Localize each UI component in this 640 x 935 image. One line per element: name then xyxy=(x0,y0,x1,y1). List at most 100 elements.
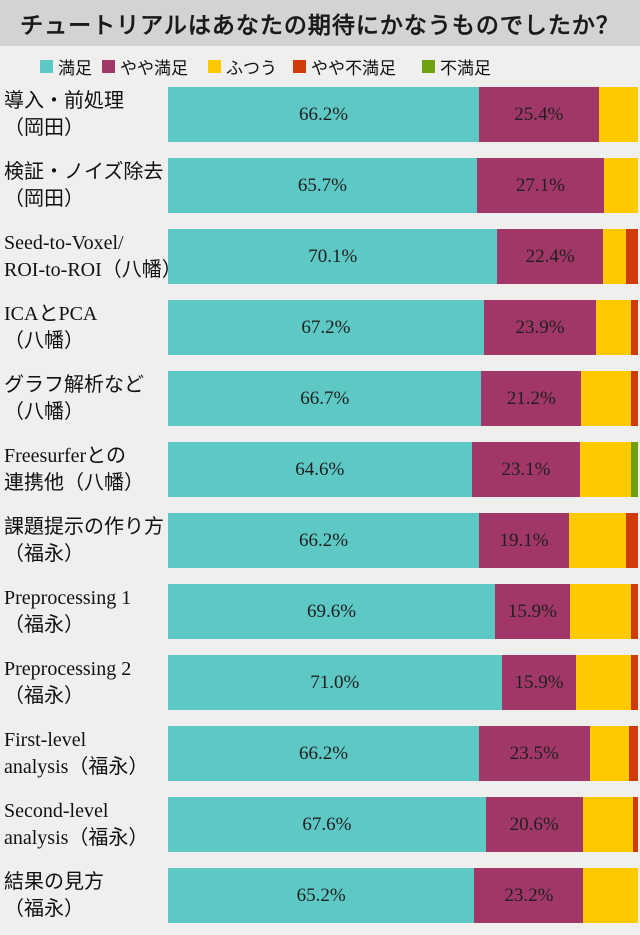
legend-swatch-neutral xyxy=(208,59,221,73)
stacked-bar: 66.7% 21.2% xyxy=(168,371,638,426)
row-label-line: First-level xyxy=(4,728,87,751)
segment-satisfied: 64.6% xyxy=(168,442,472,497)
segment-value-label: 65.2% xyxy=(296,884,346,906)
stacked-bar: 65.2% 23.2% xyxy=(168,868,638,923)
legend-label-neutral: ふつう xyxy=(226,58,277,78)
row-label: グラフ解析など （八幡） xyxy=(0,371,168,426)
segment-value-label: 21.2% xyxy=(506,387,556,409)
chart-row: Preprocessing 1 （福永） 69.6% 15.9% xyxy=(0,584,640,639)
segment-somewhat-satisfied: 23.5% xyxy=(479,726,590,781)
row-label: Freesurferとの 連携他（八幡） xyxy=(0,442,168,497)
segment-satisfied: 67.2% xyxy=(168,300,484,355)
stacked-bar-chart: 導入・前処理 （岡田） 66.2% 25.4% 検証・ノイズ除去 （岡田） 65.7% 27.… xyxy=(0,87,640,923)
segment-somewhat-dissatisfied xyxy=(633,797,638,852)
stacked-bar: 67.2% 23.9% xyxy=(168,300,638,355)
row-label-line: （岡田） xyxy=(4,187,84,210)
segment-value-label: 25.4% xyxy=(514,103,564,125)
segment-value-label: 66.2% xyxy=(299,742,349,764)
stacked-bar: 66.2% 23.5% xyxy=(168,726,638,781)
row-label-line: （福永） xyxy=(4,684,84,707)
segment-neutral xyxy=(576,655,631,710)
legend-item-somewhat-satisfied: やや満足 xyxy=(102,54,188,79)
segment-somewhat-dissatisfied xyxy=(626,513,638,568)
row-label-line: ROI-to-ROI（八幡） xyxy=(4,258,168,281)
legend-item-neutral: ふつう xyxy=(208,54,277,79)
chart-row: 検証・ノイズ除去 （岡田） 65.7% 27.1% xyxy=(0,158,640,213)
chart-title-band: チュートリアルはあなたの期待にかなうものでしたか？ xyxy=(0,0,640,46)
row-label-line: Second-level xyxy=(4,799,109,822)
chart-row: 結果の見方 （福永） 65.2% 23.2% xyxy=(0,868,640,923)
chart-legend: 満足 やや満足 ふつう やや不満足 不満足 xyxy=(40,54,640,79)
chart-row: Preprocessing 2 （福永） 71.0% 15.9% xyxy=(0,655,640,710)
segment-value-label: 23.2% xyxy=(504,884,554,906)
row-label: 課題提示の作り方 （福永） xyxy=(0,513,168,568)
segment-neutral xyxy=(602,229,627,284)
segment-somewhat-dissatisfied xyxy=(630,655,638,710)
segment-value-label: 23.1% xyxy=(501,458,551,480)
segment-dissatisfied xyxy=(630,442,638,497)
segment-somewhat-dissatisfied xyxy=(628,726,638,781)
row-label-line: Preprocessing 2 xyxy=(4,657,132,680)
segment-value-label: 65.7% xyxy=(297,174,347,196)
row-label-line: 導入・前処理 xyxy=(4,89,124,112)
segment-somewhat-satisfied: 23.2% xyxy=(474,868,584,923)
segment-somewhat-satisfied: 19.1% xyxy=(479,513,569,568)
row-label-line: Preprocessing 1 xyxy=(4,586,132,609)
segment-somewhat-satisfied: 15.9% xyxy=(501,655,577,710)
stacked-bar: 66.2% 25.4% xyxy=(168,87,638,142)
segment-satisfied: 66.7% xyxy=(168,371,482,426)
row-label-line: 結果の見方 xyxy=(4,870,104,893)
legend-item-satisfied: 満足 xyxy=(40,54,92,79)
legend-swatch-dissatisfied xyxy=(422,59,435,73)
row-label-line: （福永） xyxy=(4,613,84,636)
row-label-line: （福永） xyxy=(4,897,84,920)
row-label-line: 連携他（八幡） xyxy=(4,471,144,494)
row-label-line: （福永） xyxy=(4,542,84,565)
segment-somewhat-satisfied: 23.9% xyxy=(483,300,597,355)
segment-neutral xyxy=(598,87,638,142)
segment-somewhat-dissatisfied xyxy=(630,584,638,639)
segment-satisfied: 70.1% xyxy=(168,229,498,284)
row-label: 検証・ノイズ除去 （岡田） xyxy=(0,158,168,213)
row-label-line: （岡田） xyxy=(4,116,84,139)
chart-row: グラフ解析など （八幡） 66.7% 21.2% xyxy=(0,371,640,426)
row-label-line: Freesurferとの xyxy=(4,444,126,467)
segment-neutral xyxy=(568,513,627,568)
segment-satisfied: 66.2% xyxy=(168,513,480,568)
row-label-line: ICAとPCA xyxy=(4,302,98,325)
segment-neutral xyxy=(580,442,631,497)
row-label: 導入・前処理 （岡田） xyxy=(0,87,168,142)
segment-somewhat-dissatisfied xyxy=(626,229,638,284)
row-label-line: analysis（福永） xyxy=(4,826,149,849)
segment-satisfied: 65.2% xyxy=(168,868,475,923)
row-label-line: Seed-to-Voxel/ xyxy=(4,231,124,254)
segment-neutral xyxy=(583,868,638,923)
row-label-line: グラフ解析など xyxy=(4,373,144,396)
stacked-bar: 69.6% 15.9% xyxy=(168,584,638,639)
segment-value-label: 15.9% xyxy=(507,600,557,622)
chart-row: Seed-to-Voxel/ROI-to-ROI（八幡） 70.1% 22.4% xyxy=(0,229,640,284)
segment-value-label: 23.5% xyxy=(509,742,559,764)
segment-somewhat-satisfied: 20.6% xyxy=(485,797,583,852)
row-label-line: 検証・ノイズ除去 xyxy=(4,160,164,183)
chart-row: Freesurferとの 連携他（八幡） 64.6% 23.1% xyxy=(0,442,640,497)
segment-value-label: 70.1% xyxy=(308,245,358,267)
stacked-bar: 71.0% 15.9% xyxy=(168,655,638,710)
segment-somewhat-satisfied: 22.4% xyxy=(497,229,603,284)
segment-somewhat-satisfied: 23.1% xyxy=(471,442,581,497)
segment-value-label: 67.2% xyxy=(301,316,351,338)
legend-label-satisfied: 満足 xyxy=(58,58,92,78)
segment-neutral xyxy=(569,584,631,639)
row-label: Preprocessing 1 （福永） xyxy=(0,584,168,639)
row-label: Preprocessing 2 （福永） xyxy=(0,655,168,710)
row-label-line: （八幡） xyxy=(4,329,84,352)
row-label-line: analysis（福永） xyxy=(4,755,149,778)
chart-row: 導入・前処理 （岡田） 66.2% 25.4% xyxy=(0,87,640,142)
stacked-bar: 64.6% 23.1% xyxy=(168,442,638,497)
legend-label-dissatisfied: 不満足 xyxy=(440,58,491,78)
segment-value-label: 20.6% xyxy=(509,813,559,835)
chart-row: First-level analysis（福永） 66.2% 23.5% xyxy=(0,726,640,781)
segment-value-label: 66.2% xyxy=(299,529,349,551)
chart-row: ICAとPCA （八幡） 67.2% 23.9% xyxy=(0,300,640,355)
